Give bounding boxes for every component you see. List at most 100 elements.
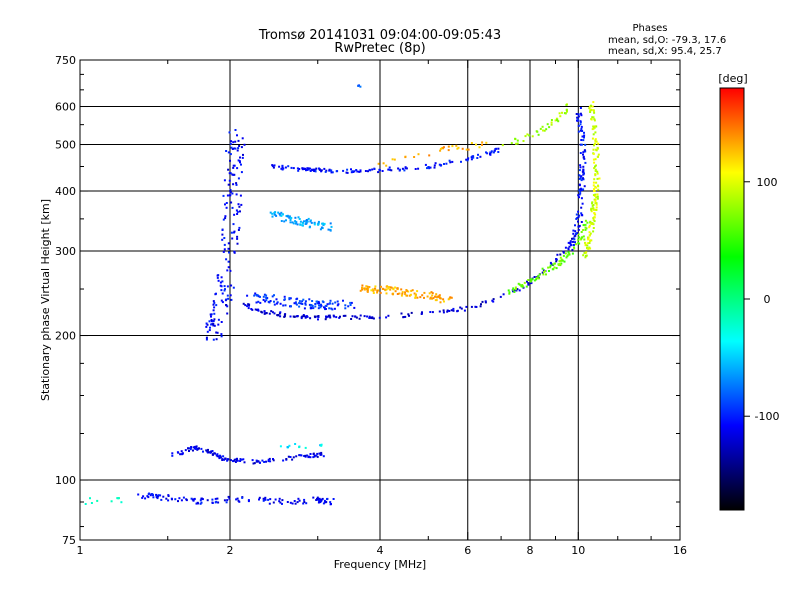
data-point (237, 203, 240, 206)
data-point (586, 244, 589, 247)
data-point (593, 167, 596, 170)
data-point (553, 266, 556, 269)
data-point (188, 450, 190, 452)
data-point (579, 107, 582, 109)
data-point (577, 238, 580, 241)
data-point (120, 501, 123, 504)
data-point (239, 460, 242, 462)
data-point (596, 170, 599, 173)
data-point (240, 458, 243, 461)
data-point (294, 220, 297, 223)
data-point (588, 224, 591, 227)
data-point (513, 289, 516, 292)
data-point (281, 166, 284, 168)
data-point (518, 283, 521, 286)
data-point (446, 309, 449, 312)
data-point (391, 158, 394, 161)
data-point (574, 241, 576, 244)
data-point (554, 119, 557, 122)
data-point (227, 495, 230, 498)
data-point (314, 303, 317, 305)
data-point (541, 271, 544, 274)
data-point (593, 216, 596, 219)
data-point (264, 300, 267, 303)
data-point (514, 137, 517, 140)
data-point (301, 315, 304, 318)
data-point (297, 169, 300, 172)
data-point (254, 308, 257, 311)
data-point (423, 296, 425, 299)
data-point (220, 333, 223, 336)
data-point (577, 130, 580, 133)
data-point (324, 170, 327, 173)
data-point (582, 153, 584, 156)
data-point (427, 166, 430, 169)
data-point (445, 162, 448, 165)
data-point (377, 171, 380, 174)
data-point (359, 289, 362, 292)
data-point (451, 145, 454, 148)
data-point (439, 147, 442, 150)
data-point (577, 233, 580, 236)
data-point (595, 209, 598, 211)
data-point (515, 289, 518, 292)
data-point (304, 316, 307, 319)
data-point (476, 157, 479, 159)
data-point (515, 142, 518, 145)
data-point (583, 238, 586, 241)
data-point (407, 313, 410, 316)
data-point (580, 175, 583, 178)
data-point (293, 500, 296, 502)
data-point (234, 461, 237, 463)
data-point (593, 188, 595, 191)
data-point (228, 194, 231, 197)
data-point (226, 294, 229, 297)
data-point (137, 493, 140, 496)
data-point (270, 310, 273, 313)
data-point (278, 165, 281, 168)
data-point (347, 305, 350, 308)
data-point (252, 462, 255, 465)
data-point (213, 306, 216, 309)
data-point (388, 166, 391, 169)
data-point (307, 217, 310, 220)
data-point (196, 447, 199, 450)
data-point (439, 301, 442, 304)
data-point (330, 169, 333, 172)
data-point (241, 496, 244, 499)
data-point (336, 170, 339, 173)
data-point (397, 167, 400, 170)
data-point (595, 181, 598, 184)
data-point (583, 252, 586, 254)
data-point (549, 264, 552, 267)
data-point (167, 499, 170, 502)
data-point (110, 500, 113, 503)
data-point (527, 283, 530, 286)
data-point (573, 238, 576, 241)
data-point (228, 179, 231, 182)
data-point (560, 259, 563, 262)
data-point (592, 152, 595, 155)
data-point (485, 141, 488, 144)
data-point (294, 443, 297, 445)
data-point (484, 300, 487, 303)
data-point (209, 313, 212, 316)
data-point (232, 164, 235, 167)
data-point (329, 228, 332, 231)
data-point (238, 500, 241, 503)
data-point (248, 304, 250, 307)
data-point (589, 232, 592, 235)
data-point (594, 213, 597, 216)
data-point (292, 456, 295, 459)
data-point (226, 312, 229, 315)
data-point (434, 299, 437, 302)
data-point (566, 110, 568, 113)
data-point (199, 499, 202, 502)
data-point (282, 304, 285, 307)
data-point (577, 225, 580, 228)
data-point (368, 315, 371, 318)
data-point (367, 170, 369, 173)
data-point (522, 286, 525, 289)
data-point (230, 140, 233, 143)
data-point (502, 293, 505, 296)
